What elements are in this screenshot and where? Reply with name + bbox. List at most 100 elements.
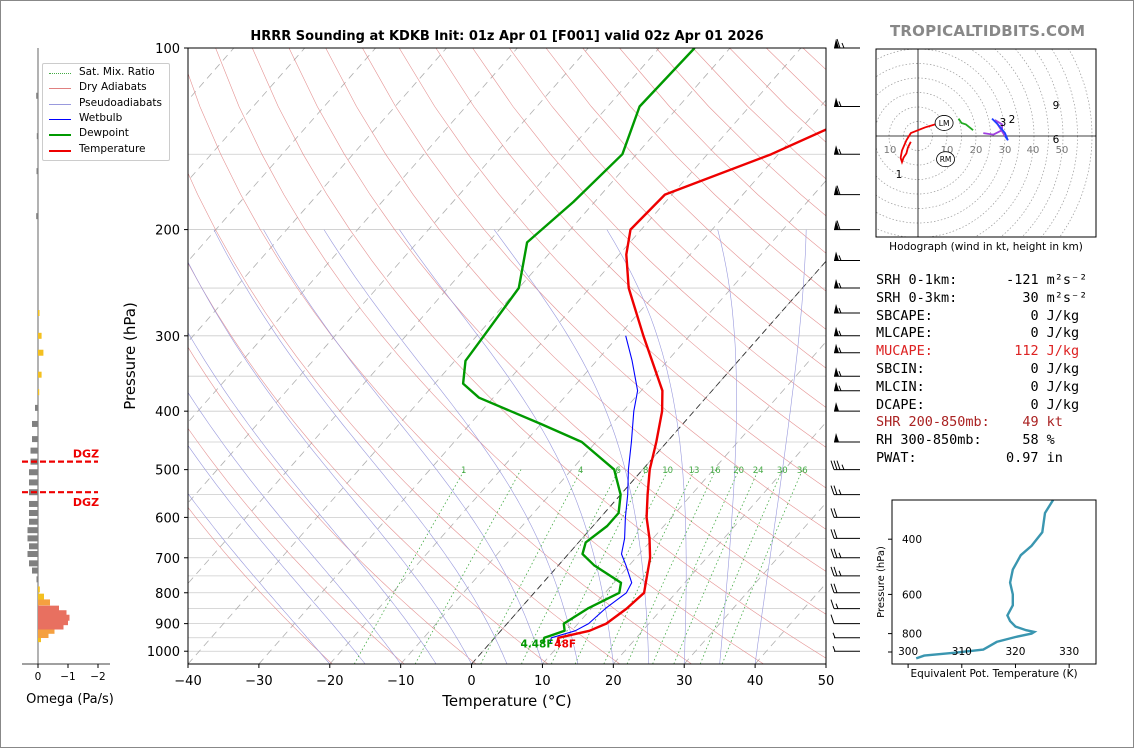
wind-barb (832, 632, 860, 639)
mixing-ratio-label: 13 (689, 466, 700, 476)
hodo-ring-label: 40 (1027, 145, 1040, 156)
stat-spacer (957, 290, 1022, 306)
omega-bar (36, 213, 38, 220)
dewpoint-line (461, 48, 696, 644)
stat-label: SBCIN: (876, 360, 925, 377)
wind-barb (834, 433, 860, 443)
wind-barb (830, 460, 860, 471)
omega-bar (38, 310, 40, 317)
wind-barb-pennant (834, 433, 839, 443)
pseudoadiabat (399, 229, 614, 664)
legend-swatch (49, 73, 71, 74)
wind-barb-half (841, 464, 845, 470)
omega-bar (29, 543, 38, 550)
x-tick-label: −20 (316, 674, 343, 689)
wind-barb-half (838, 385, 842, 391)
y-tick-label: 300 (155, 330, 180, 345)
stat-label: MLCIN: (876, 378, 925, 395)
isotherm-gridline (613, 421, 826, 664)
storm-motion-label: RM (940, 155, 952, 164)
stat-label: SRH 0-1km: (876, 272, 958, 288)
x-tick-label: 50 (818, 674, 835, 689)
wind-barb-half (838, 101, 842, 107)
wind-barb-pennant (834, 343, 839, 353)
dry-adiabat (188, 172, 621, 664)
dry-adiabat (288, 48, 826, 615)
pseudoadiabat (493, 229, 650, 664)
dry-adiabat (435, 48, 826, 448)
skewt-legend: Sat. Mix. Ratio Dry Adiabats Pseudoadiabat… (42, 63, 170, 161)
omega-bar (36, 576, 38, 583)
dry-adiabat (472, 48, 826, 408)
legend-entry: Temperature (43, 143, 169, 158)
hodo-trace-segment (957, 118, 974, 131)
omega-bar (38, 332, 42, 339)
wind-barb (834, 304, 860, 314)
wind-barb-flag (830, 599, 835, 609)
pseudoadiabat (213, 229, 508, 664)
mixing-ratio-label: 36 (797, 466, 808, 476)
omega-bar (35, 404, 38, 411)
legend-swatch (49, 118, 71, 120)
isotherm-gridline (188, 48, 660, 585)
stat-value: 0 (1030, 396, 1039, 413)
y-tick-label: 700 (155, 552, 180, 567)
stat-value: 0 (1030, 307, 1039, 324)
wind-barb (830, 548, 860, 559)
theta-x-tick-label: 300 (898, 646, 918, 658)
storm-motion-label: LM (939, 119, 950, 128)
wind-barb (834, 326, 860, 337)
wind-barb-half (838, 330, 842, 336)
wind-barb (834, 220, 860, 231)
wind-barb-flag (830, 485, 835, 495)
stat-value: 0.97 (1006, 449, 1039, 466)
stat-unit: kt (1046, 414, 1063, 431)
wind-barb-pennant (834, 145, 839, 155)
wind-barb-flag (830, 583, 835, 593)
wind-barb (834, 381, 860, 392)
theta-e-frame (891, 499, 1097, 665)
wind-barb-half (832, 646, 836, 652)
hodo-ring-label: 50 (1056, 145, 1069, 156)
stat-row: DCAPE: 0 J/kg (876, 397, 1087, 415)
wind-barb (834, 97, 860, 107)
stat-row: RH 300-850mb: 58% (876, 432, 1087, 450)
hodo-trace-segment (991, 117, 1009, 141)
stat-unit: % (1046, 432, 1055, 449)
theta-y-tick-label: 400 (902, 534, 922, 546)
omega-bar (38, 614, 70, 621)
stat-spacer (933, 325, 1031, 341)
mixing-ratio-line (521, 469, 620, 664)
wind-barb-flag (830, 508, 835, 518)
omega-bar (38, 627, 55, 634)
wind-barb (830, 566, 860, 577)
stat-label: PWAT: (876, 449, 917, 466)
x-tick-label: 30 (676, 674, 693, 689)
wind-barb-flag (833, 485, 838, 495)
omega-bar (36, 92, 38, 99)
omega-bar (38, 610, 67, 617)
wind-barb-half (835, 603, 839, 609)
wind-barb-pennant (834, 97, 839, 107)
dry-adiabat (188, 346, 477, 664)
hodo-ring-label: 30 (999, 145, 1012, 156)
isotherm-gridline (258, 48, 802, 664)
storm-motion-marker (936, 151, 955, 168)
omega-bar (29, 479, 38, 486)
legend-entry: Dry Adiabats (43, 81, 169, 96)
stat-value: 49 (1022, 414, 1039, 431)
omega-bar (27, 527, 38, 534)
pseudoadiabat (754, 229, 807, 664)
pseudoadiabat (188, 392, 401, 664)
mixing-ratio-line (480, 469, 582, 664)
dry-adiabat (545, 48, 826, 330)
wind-barb-half (838, 307, 842, 314)
legend-entry: Wetbulb (43, 112, 169, 127)
isotherm-gridline (683, 502, 826, 664)
omega-bar (38, 632, 49, 639)
omega-bar (32, 436, 38, 443)
wind-barb (830, 599, 860, 610)
y-tick-label: 900 (155, 618, 180, 633)
theta-e-xlabel: Equivalent Pot. Temperature (K) (910, 668, 1078, 680)
y-tick-label: 400 (155, 405, 180, 420)
